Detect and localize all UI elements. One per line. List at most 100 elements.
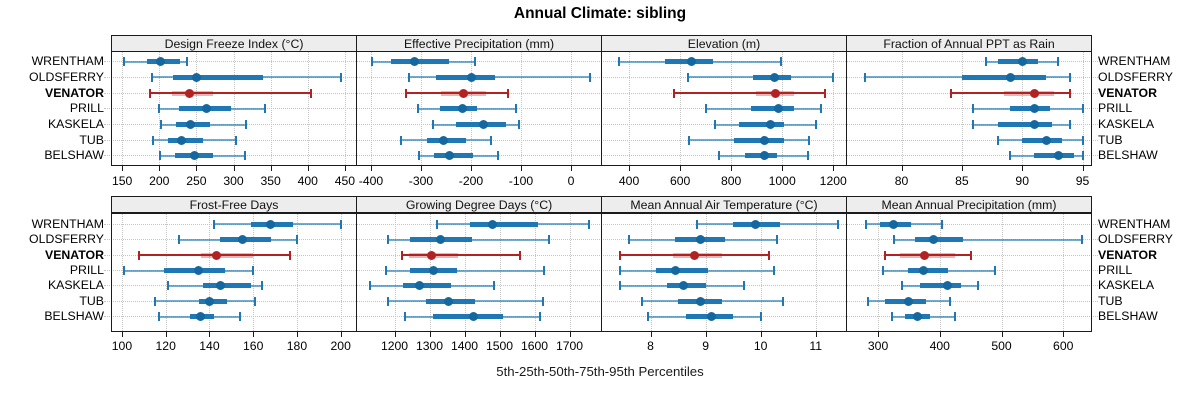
panel-strip: Growing Degree Days (°C) <box>356 196 602 213</box>
grid-line-v <box>534 214 536 331</box>
grid-line-v <box>340 214 342 331</box>
whisker-cap <box>309 88 312 98</box>
x-tick <box>394 332 396 337</box>
x-tick-label: 600 <box>1053 339 1074 353</box>
x-tick-label: 200 <box>330 339 351 353</box>
site-label: WRENTHAM <box>31 216 104 231</box>
site-label: PRILL <box>1098 101 1133 116</box>
whisker-cap <box>969 250 972 260</box>
grid-line-v <box>464 214 466 331</box>
whisker-cap <box>149 88 152 98</box>
whisker-cap <box>489 135 492 145</box>
whisker-cap <box>948 296 951 306</box>
whisker-cap <box>864 72 867 82</box>
median-dot <box>185 120 195 129</box>
x-tick <box>571 166 572 171</box>
whisker-cap <box>260 281 263 291</box>
median-dot <box>679 281 689 291</box>
whisker-cap <box>371 57 373 67</box>
grid-line-v <box>521 52 522 165</box>
median-dot <box>765 120 775 129</box>
panel-strip: Design Freeze Index (°C) <box>111 35 357 52</box>
whisker-cap <box>773 266 776 275</box>
median-dot <box>189 151 199 161</box>
x-tick <box>209 332 211 337</box>
strip-title: Elevation (m) <box>687 36 761 51</box>
site-label: BELSHAW <box>44 309 104 324</box>
whisker <box>409 76 590 79</box>
median-dot <box>929 235 939 245</box>
site-label: VENATOR <box>1098 85 1157 100</box>
median-dot <box>211 250 221 260</box>
whisker <box>893 238 1082 241</box>
whisker-cap <box>953 312 956 322</box>
site-label: WRENTHAM <box>1098 216 1171 231</box>
x-tick <box>782 166 784 171</box>
whisker-cap <box>696 219 699 229</box>
whisker-cap <box>866 296 869 306</box>
x-tick-label: 100 <box>111 339 133 353</box>
grid-line-v <box>296 214 298 331</box>
whisker <box>951 92 1071 95</box>
whisker-cap <box>1069 72 1072 82</box>
median-dot <box>1029 120 1039 129</box>
whisker-cap <box>589 72 591 82</box>
grid-line-v <box>1063 214 1065 331</box>
grid-line-v <box>901 52 903 165</box>
x-tick <box>1063 332 1065 337</box>
x-tick <box>680 166 682 171</box>
whisker-cap <box>177 235 180 245</box>
whisker-cap <box>416 104 419 114</box>
x-tick-label: -300 <box>408 174 434 188</box>
median-dot <box>771 88 781 98</box>
x-tick <box>196 166 198 171</box>
panel-strip: Mean Annual Precipitation (mm) <box>846 196 1092 213</box>
x-tick-label: 350 <box>260 174 281 188</box>
x-tick-label: -100 <box>508 174 534 188</box>
iqr-bar <box>1004 90 1054 96</box>
grid-line-v <box>569 214 571 331</box>
median-dot <box>194 266 203 275</box>
x-tick <box>815 332 817 337</box>
whisker-cap <box>619 281 622 291</box>
median-dot <box>266 219 276 229</box>
whisker-cap <box>1081 135 1084 145</box>
median-dot <box>196 312 206 322</box>
median-dot <box>409 57 419 67</box>
x-tick-label: -200 <box>458 174 484 188</box>
whisker-cap <box>900 281 903 291</box>
grid-line-v <box>650 214 652 331</box>
grid-line-v <box>307 52 309 165</box>
whisker-cap <box>538 312 541 322</box>
x-tick-label: 800 <box>720 174 742 188</box>
panel-strip: Fraction of Annual PPT as Rain <box>846 35 1092 52</box>
whisker-cap <box>123 266 126 275</box>
site-label: TUB <box>79 132 104 147</box>
x-tick-label: 300 <box>223 174 244 188</box>
whisker-cap <box>824 88 827 98</box>
x-tick-label: 9 <box>702 339 709 353</box>
whisker-cap <box>997 135 1000 145</box>
whisker-cap <box>619 250 622 260</box>
whisker-cap <box>820 104 823 114</box>
whisker-cap <box>400 250 403 260</box>
strip-title: Design Freeze Index (°C) <box>164 36 304 51</box>
whisker-cap <box>212 219 215 229</box>
x-tick-label: 90 <box>1015 174 1029 188</box>
whisker-cap <box>158 104 161 114</box>
x-tick-label: 400 <box>929 339 950 353</box>
median-dot <box>204 296 214 306</box>
panel-strip: Effective Precipitation (mm) <box>356 35 602 52</box>
median-dot <box>687 57 697 67</box>
whisker <box>405 92 508 95</box>
median-dot <box>918 266 928 275</box>
whisker-cap <box>1081 104 1084 114</box>
whisker-cap <box>767 250 770 260</box>
site-label: KASKELA <box>1098 278 1155 293</box>
median-dot <box>155 57 165 67</box>
x-tick <box>650 332 652 337</box>
whisker-cap <box>892 235 895 245</box>
whisker-cap <box>289 250 292 260</box>
x-tick <box>534 332 536 337</box>
whisker-cap <box>385 266 388 275</box>
